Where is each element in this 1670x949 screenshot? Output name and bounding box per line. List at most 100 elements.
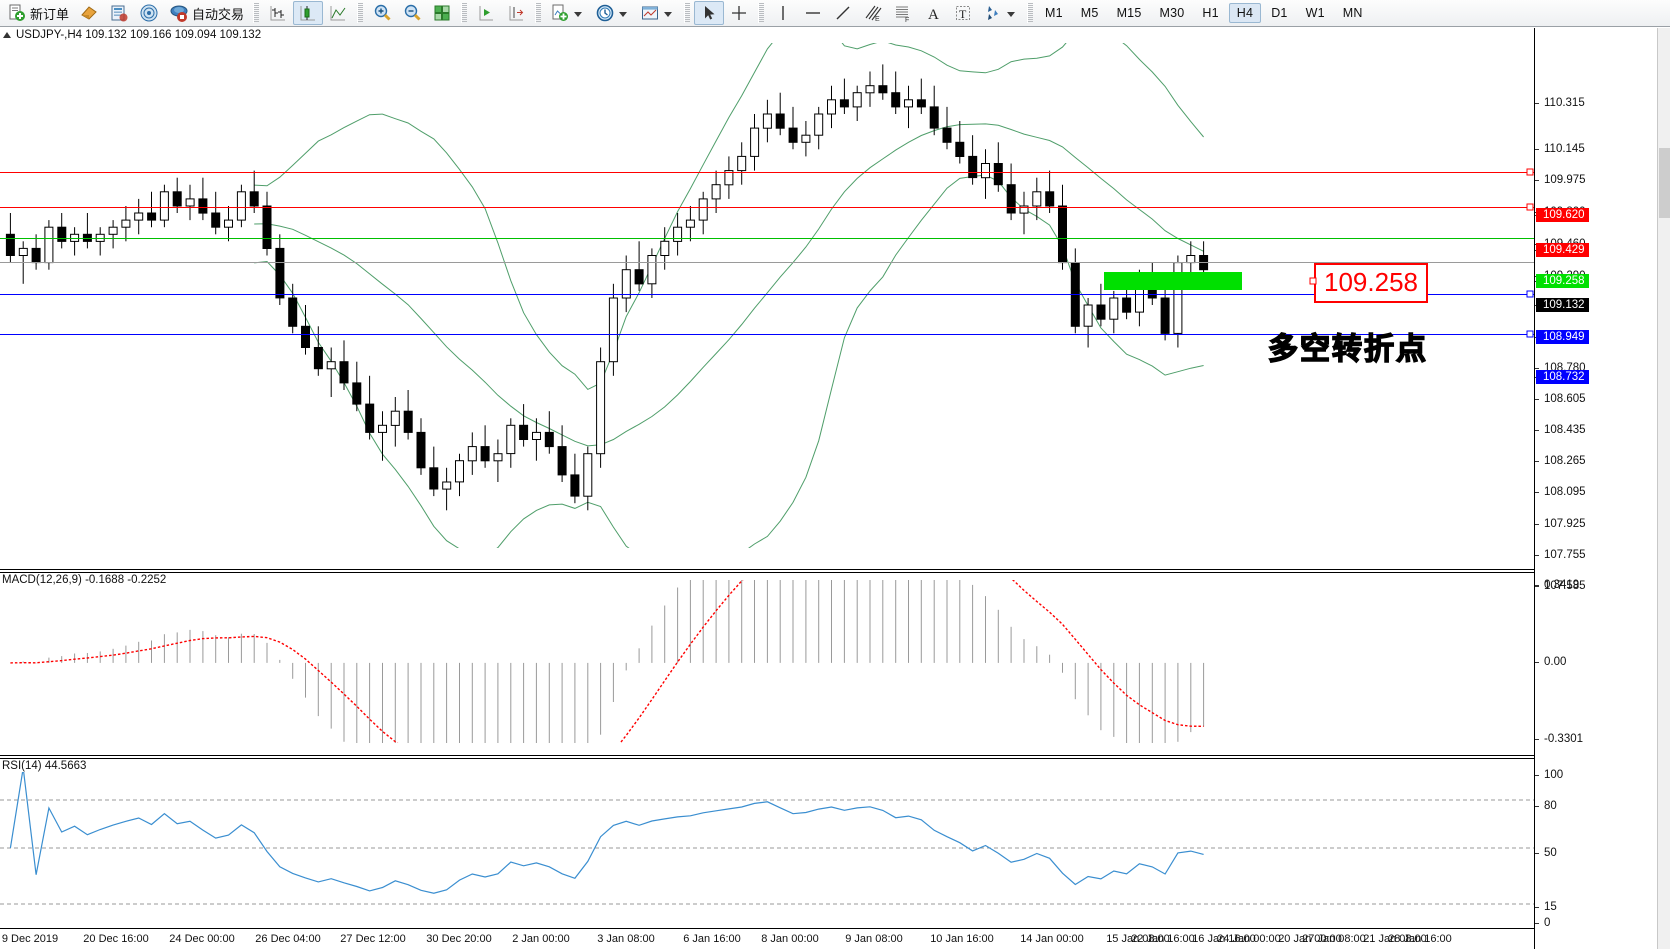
time-label-20: 28 Jan 16:00 (1388, 933, 1452, 945)
toolbar-separator-5 (684, 3, 691, 23)
indicators-button[interactable] (545, 1, 590, 25)
timeframe-h1[interactable]: H1 (1202, 6, 1219, 20)
timeframe-m1[interactable]: M1 (1045, 6, 1063, 20)
timeframe-h4[interactable]: H4 (1228, 3, 1262, 23)
hline-current-price[interactable] (0, 262, 1534, 263)
price-chart-pane[interactable]: 109.258 多空转折点 (0, 43, 1534, 548)
rsi-canvas (0, 768, 1534, 905)
templates-button[interactable] (635, 1, 680, 25)
equidistant-channel-button[interactable]: E (858, 1, 888, 25)
scrollbar-thumb[interactable] (1659, 148, 1670, 218)
chart-marker-icon (3, 32, 11, 38)
cursor-button[interactable] (694, 1, 725, 25)
hline-support-1[interactable] (0, 294, 1534, 295)
timeframe-m30[interactable]: M30 (1159, 6, 1185, 20)
vertical-scrollbar[interactable] (1657, 28, 1670, 949)
time-label-2: 24 Dec 00:00 (169, 933, 235, 945)
hline-handle-support-1[interactable] (1526, 290, 1534, 298)
time-label-16: 21 Jan 08:00 (1363, 933, 1427, 945)
price-badge-109-258[interactable]: 109.258 (1536, 274, 1589, 288)
hline-resistance-2[interactable] (0, 207, 1534, 208)
toolbar-separator-7 (1027, 3, 1034, 23)
timeframe-d1[interactable]: D1 (1271, 6, 1288, 20)
hline-support-2[interactable] (0, 334, 1534, 335)
timeframe-m5[interactable]: M5 (1080, 6, 1099, 20)
fibonacci-button[interactable]: F (888, 1, 918, 25)
new-order-button[interactable]: 新订单 (2, 1, 74, 25)
price-badge-109-620[interactable]: 109.620 (1536, 208, 1589, 222)
time-label-10: 9 Jan 08:00 (845, 933, 903, 945)
symbol-info-text: USDJPY-,H4 109.132 109.166 109.094 109.1… (16, 29, 262, 41)
horizontal-line-button[interactable] (798, 1, 828, 25)
price-badge-109-429[interactable]: 109.429 (1536, 243, 1589, 257)
shapes-button[interactable] (978, 1, 1023, 25)
callout-anchor-handle[interactable] (1309, 277, 1317, 285)
new-order-label: 新订单 (30, 6, 70, 22)
crosshair-button[interactable] (724, 1, 754, 25)
bar-chart-button[interactable] (263, 1, 293, 25)
timeframe-group: M1 M5 M15 M30 H1 H4 D1 W1 MN (1037, 3, 1371, 23)
hline-handle-resistance-2[interactable] (1526, 203, 1534, 211)
trendline-icon (836, 6, 850, 20)
chevron-down-icon[interactable] (574, 11, 583, 17)
expert-advisors-button[interactable] (74, 1, 104, 25)
macd-histogram (22, 580, 1205, 743)
toolbar-separator-3 (461, 3, 468, 23)
line-chart-button[interactable] (323, 1, 353, 25)
price-badge-108-949[interactable]: 108.949 (1536, 330, 1589, 344)
price-badge-109-132[interactable]: 109.132 (1536, 298, 1589, 312)
rsi-tick-80: 80 (1535, 800, 1557, 812)
text-label-button[interactable]: T (948, 1, 978, 25)
hline-resistance-1[interactable] (0, 172, 1534, 173)
svg-text:F: F (905, 17, 909, 23)
vertical-line-button[interactable] (768, 1, 798, 25)
chevron-down-icon-4[interactable] (1007, 11, 1016, 17)
zoom-in-button[interactable] (367, 1, 397, 25)
tile-windows-icon (434, 5, 450, 21)
templates-icon (642, 6, 659, 20)
timeframe-m15[interactable]: M15 (1116, 6, 1142, 20)
macd-canvas (10, 580, 1205, 743)
timeframe-w1[interactable]: W1 (1305, 6, 1325, 20)
chevron-down-icon-3[interactable] (664, 11, 673, 17)
rsi-pane[interactable] (0, 768, 1534, 928)
candlestick-series (5, 64, 1209, 511)
market-watch-button[interactable] (104, 1, 134, 25)
trendline-button[interactable] (828, 1, 858, 25)
price-tick-107-755: 107.755 (1535, 549, 1586, 561)
timeframe-mn[interactable]: MN (1342, 6, 1363, 20)
price-tick-107-925: 107.925 (1535, 518, 1586, 530)
hline-handle-resistance-1[interactable] (1526, 168, 1534, 176)
macd-pane[interactable] (0, 580, 1534, 743)
price-badge-108-732[interactable]: 108.732 (1536, 370, 1589, 384)
rsi-pane-top-border (0, 755, 1534, 756)
autotrade-button[interactable]: 自动交易 (164, 1, 249, 25)
time-label-6: 2 Jan 00:00 (512, 933, 570, 945)
period-button[interactable] (590, 1, 635, 25)
text-button[interactable]: A (918, 1, 948, 25)
candlestick-chart-button[interactable] (293, 1, 324, 25)
time-label-1: 20 Dec 16:00 (83, 933, 149, 945)
toolbar-separator-4 (535, 3, 542, 23)
time-label-3: 26 Dec 04:00 (255, 933, 321, 945)
time-axis[interactable]: 9 Dec 2019 20 Dec 16:00 24 Dec 00:00 26 Dec… (0, 928, 1534, 949)
price-tick-110-145: 110.145 (1535, 143, 1585, 155)
chevron-down-icon-2[interactable] (619, 11, 628, 17)
time-label-14: 16 Jan 16:00 (1192, 933, 1256, 945)
macd-tick-0neg00: 0.00 (1535, 656, 1566, 668)
price-axis-column[interactable]: 110.315110.145109.975109.800109.620109.4… (1534, 28, 1670, 949)
auto-scroll-button[interactable] (471, 1, 501, 25)
tile-windows-button[interactable] (427, 1, 457, 25)
hline-handle-support-2[interactable] (1526, 330, 1534, 338)
time-label-18: 24 Jan 00:00 (1217, 933, 1281, 945)
shapes-icon (988, 6, 999, 20)
macd-indicator-label: MACD(12,26,9) -0.1688 -0.2252 (2, 574, 171, 586)
hline-pivot-green[interactable] (0, 238, 1534, 239)
navigator-button[interactable] (134, 1, 164, 25)
rsi-pane-top-border-2 (0, 758, 1534, 759)
toolbar-separator-6 (758, 3, 765, 23)
chinese-annotation-note[interactable]: 多空转折点 (1267, 331, 1428, 368)
chart-shift-button[interactable] (501, 1, 531, 25)
price-callout-109258[interactable]: 109.258 (1314, 263, 1428, 303)
zoom-out-button[interactable] (397, 1, 427, 25)
